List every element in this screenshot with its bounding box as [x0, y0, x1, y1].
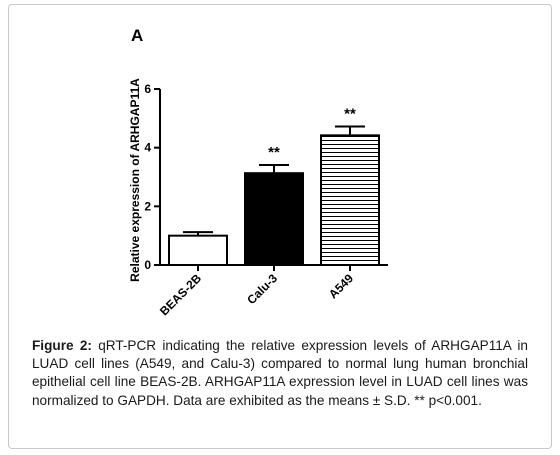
y-tick-label-0: 0: [144, 258, 151, 272]
significance-label-1: **: [268, 144, 280, 161]
bar-beas-2b: [168, 234, 228, 267]
y-tick-label-2: 4: [144, 141, 151, 155]
bar-a549: [320, 134, 380, 266]
bar-chart: A Relative expression of ARHGAP11A 0 2 4 6 B…: [128, 26, 388, 318]
x-tick-label-0: BEAS-2B: [157, 271, 204, 318]
figure-caption-text: qRT-PCR indicating the relative expressi…: [32, 338, 528, 408]
figure-label: Figure 2:: [32, 338, 92, 353]
significance-label-2: **: [344, 106, 356, 123]
x-tick-label-2: A549: [326, 271, 356, 301]
bar-calu-3: [244, 172, 304, 266]
y-tick-label-3: 6: [144, 82, 151, 96]
figure-caption: Figure 2: qRT-PCR indicating the relativ…: [32, 337, 528, 410]
y-tick-label-1: 2: [144, 199, 151, 213]
x-tick-label-1: Calu-3: [244, 271, 280, 307]
panel-label: A: [131, 26, 143, 45]
y-axis-label: Relative expression of ARHGAP11A: [128, 78, 142, 282]
